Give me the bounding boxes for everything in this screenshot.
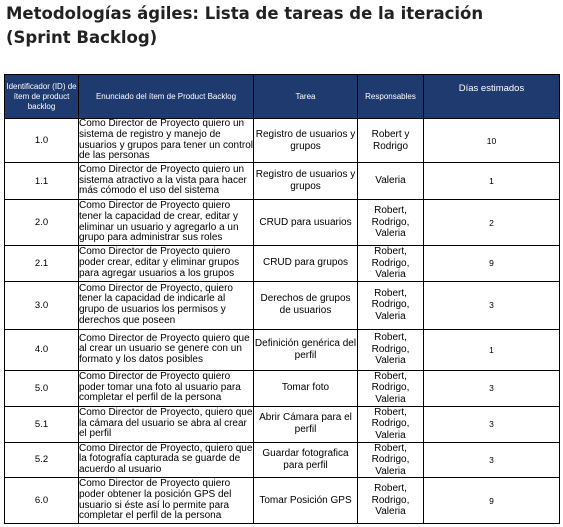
cell-statement: Como Director de Proyecto quiero poder c… [78,245,254,282]
cell-task: CRUD para grupos [253,245,358,282]
table-row: 2.1 Como Director de Proyecto quiero pod… [4,245,560,282]
cell-responsible: Robert, Rodrigo, Valeria [357,328,424,371]
cell-statement: Como Director de Proyecto quiero que al … [78,328,254,371]
cell-responsible: Robert, Rodrigo, Valeria [357,477,424,524]
cell-days: 1 [423,328,560,371]
cell-task: Definición genérica del perfil [253,328,358,371]
cell-task: Tomar foto [253,369,358,407]
cell-responsible: Robert y Rodrigo [357,118,424,163]
cell-statement: Como Director de Proyecto quiero tener l… [78,199,254,246]
cell-days: 1 [423,162,560,200]
table-row: 3.0 Como Director de Proyecto, quiero te… [4,280,560,330]
cell-days: 10 [423,118,560,163]
page-title-line-1: Metodologías ágiles: Lista de tareas de … [6,4,484,23]
header-statement: Enunciado del ítem de Product Backlog [78,74,254,119]
table-row: 6.0 Como Director de Proyecto quiero pod… [4,477,560,524]
cell-id: 5.1 [4,405,79,443]
cell-id: 2.0 [4,199,79,246]
cell-id: 4.0 [4,328,79,371]
cell-id: 2.1 [4,245,79,282]
cell-statement: Como Director de Proyecto, quiero que la… [78,441,254,478]
page-title: Metodologías ágiles: Lista de tareas de … [6,2,556,50]
cell-statement: Como Director de Proyecto quiero un sist… [78,162,254,200]
cell-id: 5.2 [4,441,79,478]
cell-statement: Como Director de Proyecto quiero poder t… [78,369,254,407]
cell-id: 1.0 [4,118,79,163]
cell-responsible: Robert, Rodrigo, Valeria [357,280,424,330]
cell-statement: Como Director de Proyecto quiero un sist… [78,118,254,163]
cell-statement: Como Director de Proyecto, quiero que la… [78,405,254,443]
cell-task: Guardar fotografica para perfil [253,441,358,478]
cell-statement: Como Director de Proyecto, quiero tener … [78,280,254,330]
table-row: 5.0 Como Director de Proyecto quiero pod… [4,369,560,407]
table-row: 1.0 Como Director de Proyecto quiero un … [4,118,560,163]
cell-responsible: Robert, Rodrigo, Valeria [357,199,424,246]
cell-responsible: Robert, Rodrigo, Valeria [357,245,424,282]
page-title-line-2: (Sprint Backlog) [6,28,158,47]
cell-days: 3 [423,441,560,478]
table-row: 1.1 Como Director de Proyecto quiero un … [4,162,560,200]
cell-days: 3 [423,405,560,443]
table-row: 4.0 Como Director de Proyecto quiero que… [4,328,560,371]
cell-task: Registro de usuarios y grupos [253,118,358,163]
cell-statement: Como Director de Proyecto quiero poder o… [78,477,254,524]
sprint-backlog-table: Identificador (ID) de ítem de product ba… [4,74,560,524]
cell-task: CRUD para usuarios [253,199,358,246]
cell-days: 3 [423,369,560,407]
table-row: 2.0 Como Director de Proyecto quiero ten… [4,199,560,246]
table-row: 5.2 Como Director de Proyecto, quiero qu… [4,441,560,478]
cell-task: Abrir Cámara para el perfil [253,405,358,443]
table-row: 5.1 Como Director de Proyecto, quiero qu… [4,405,560,443]
cell-responsible: Robert, Rodrigo, Valeria [357,441,424,478]
cell-id: 5.0 [4,369,79,407]
table-header-row: Identificador (ID) de ítem de product ba… [4,74,560,119]
cell-days: 9 [423,245,560,282]
cell-days: 2 [423,199,560,246]
cell-responsible: Robert, Rodrigo, Valeria [357,405,424,443]
header-task: Tarea [253,74,358,119]
cell-task: Registro de usuarios y grupos [253,162,358,200]
cell-responsible: Valeria [357,162,424,200]
cell-responsible: Robert, Rodrigo, Valeria [357,369,424,407]
cell-task: Derechos de grupos de usuarios [253,280,358,330]
cell-days: 9 [423,477,560,524]
cell-task: Tomar Posición GPS [253,477,358,524]
header-days: Días estimados [423,74,560,119]
header-id: Identificador (ID) de ítem de product ba… [4,74,79,119]
cell-id: 6.0 [4,477,79,524]
cell-days: 3 [423,280,560,330]
header-responsible: Responsables [357,74,424,119]
cell-id: 1.1 [4,162,79,200]
cell-id: 3.0 [4,280,79,330]
